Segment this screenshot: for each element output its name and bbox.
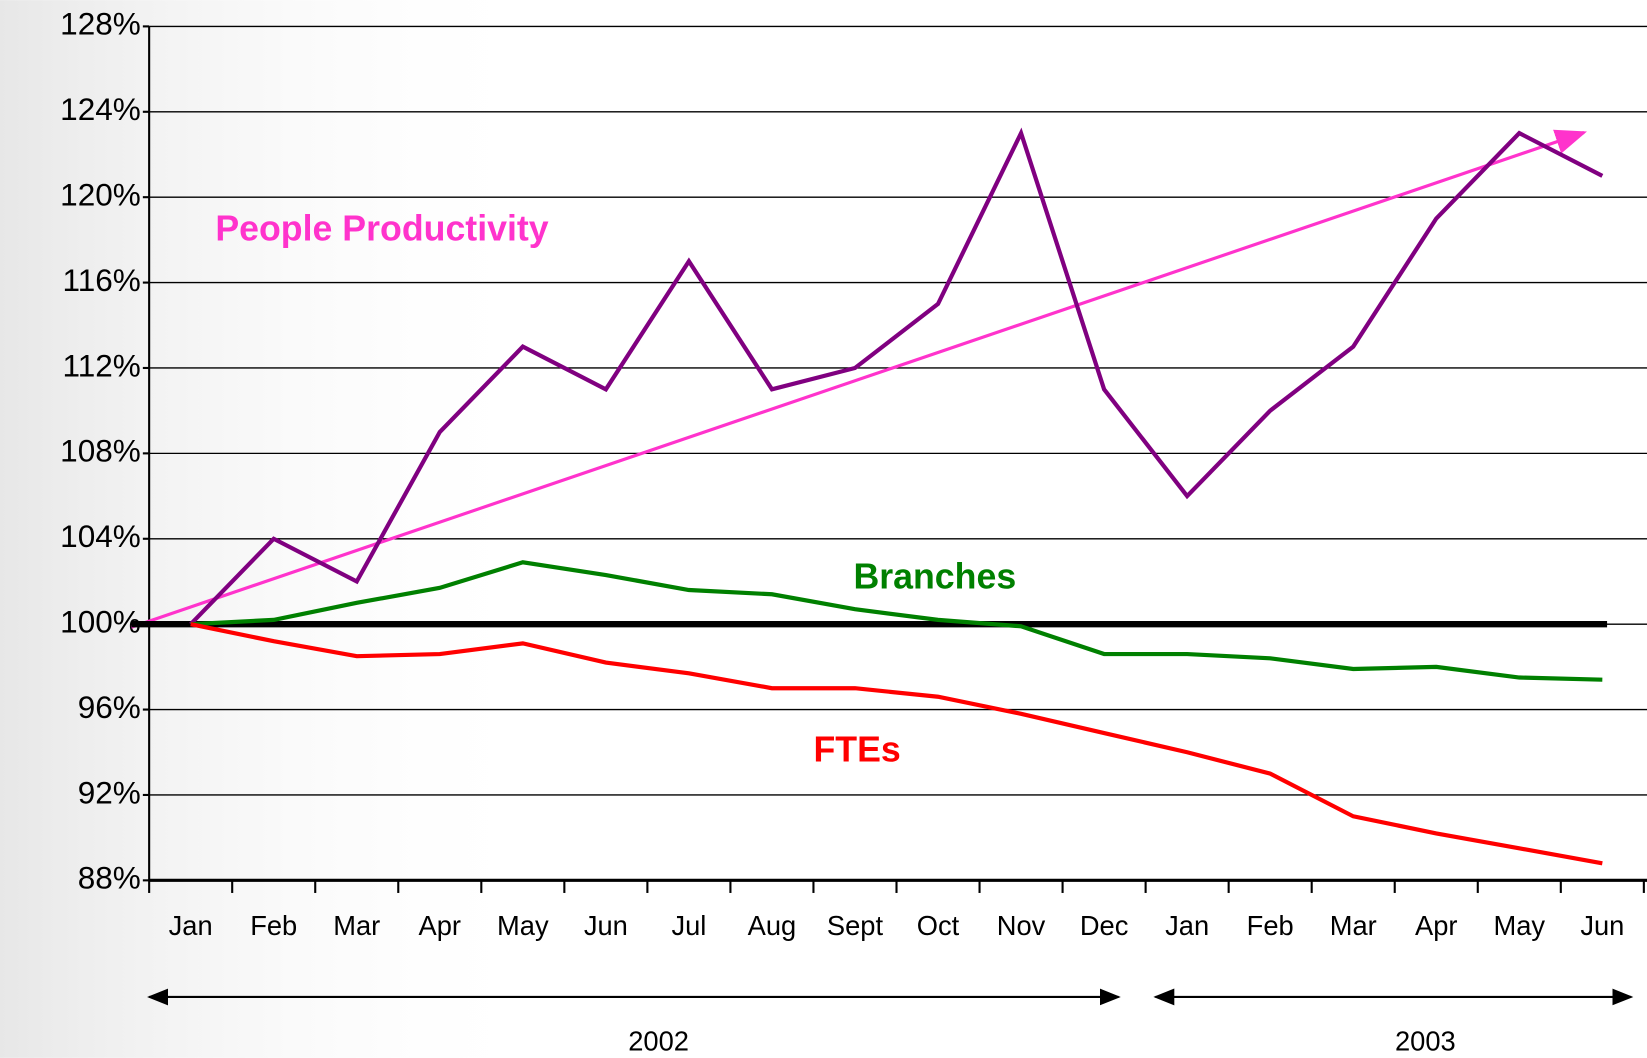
y-tick-label: 100%: [60, 603, 141, 639]
x-tick-label: Jan: [169, 910, 213, 941]
period-label: 2003: [1395, 1025, 1456, 1056]
y-tick-label: 124%: [60, 91, 141, 127]
x-tick-label: Jun: [1580, 910, 1624, 941]
x-tick-label: May: [1494, 910, 1546, 941]
series-label: FTEs: [813, 730, 900, 770]
x-tick-label: Nov: [997, 910, 1046, 941]
x-tick-label: Apr: [419, 910, 461, 941]
x-tick-label: Feb: [1247, 910, 1294, 941]
x-tick-label: Mar: [333, 910, 380, 941]
x-tick-label: Jul: [671, 910, 706, 941]
x-tick-label: Mar: [1330, 910, 1377, 941]
x-tick-label: Apr: [1415, 910, 1457, 941]
y-tick-label: 108%: [60, 433, 141, 469]
y-tick-label: 92%: [78, 774, 141, 810]
x-tick-label: Dec: [1080, 910, 1129, 941]
y-tick-label: 88%: [78, 860, 141, 896]
x-tick-label: Aug: [748, 910, 797, 941]
chart: 88% 92% 96% 100% 104% 108% 112% 116% 120% 124% 128…: [0, 0, 1647, 1058]
y-tick-label: 112%: [63, 347, 141, 383]
page: {"chart_data": {"type": "line", "categor…: [0, 0, 1647, 1058]
y-tick-label: 128%: [60, 6, 141, 42]
x-tick-label: Jan: [1165, 910, 1209, 941]
y-tick-label: 116%: [63, 262, 141, 298]
x-tick-label: Feb: [250, 910, 297, 941]
x-tick-label: May: [497, 910, 549, 941]
y-tick-label: 120%: [60, 177, 141, 213]
series-label: Branches: [853, 556, 1016, 596]
series-label: People Productivity: [215, 209, 548, 249]
x-tick-label: Jun: [584, 910, 628, 941]
y-tick-label: 104%: [60, 518, 141, 554]
x-tick-label: Oct: [917, 910, 960, 941]
y-tick-label: 96%: [78, 689, 141, 725]
x-tick-label: Sept: [827, 910, 884, 941]
period-label: 2002: [628, 1025, 689, 1056]
